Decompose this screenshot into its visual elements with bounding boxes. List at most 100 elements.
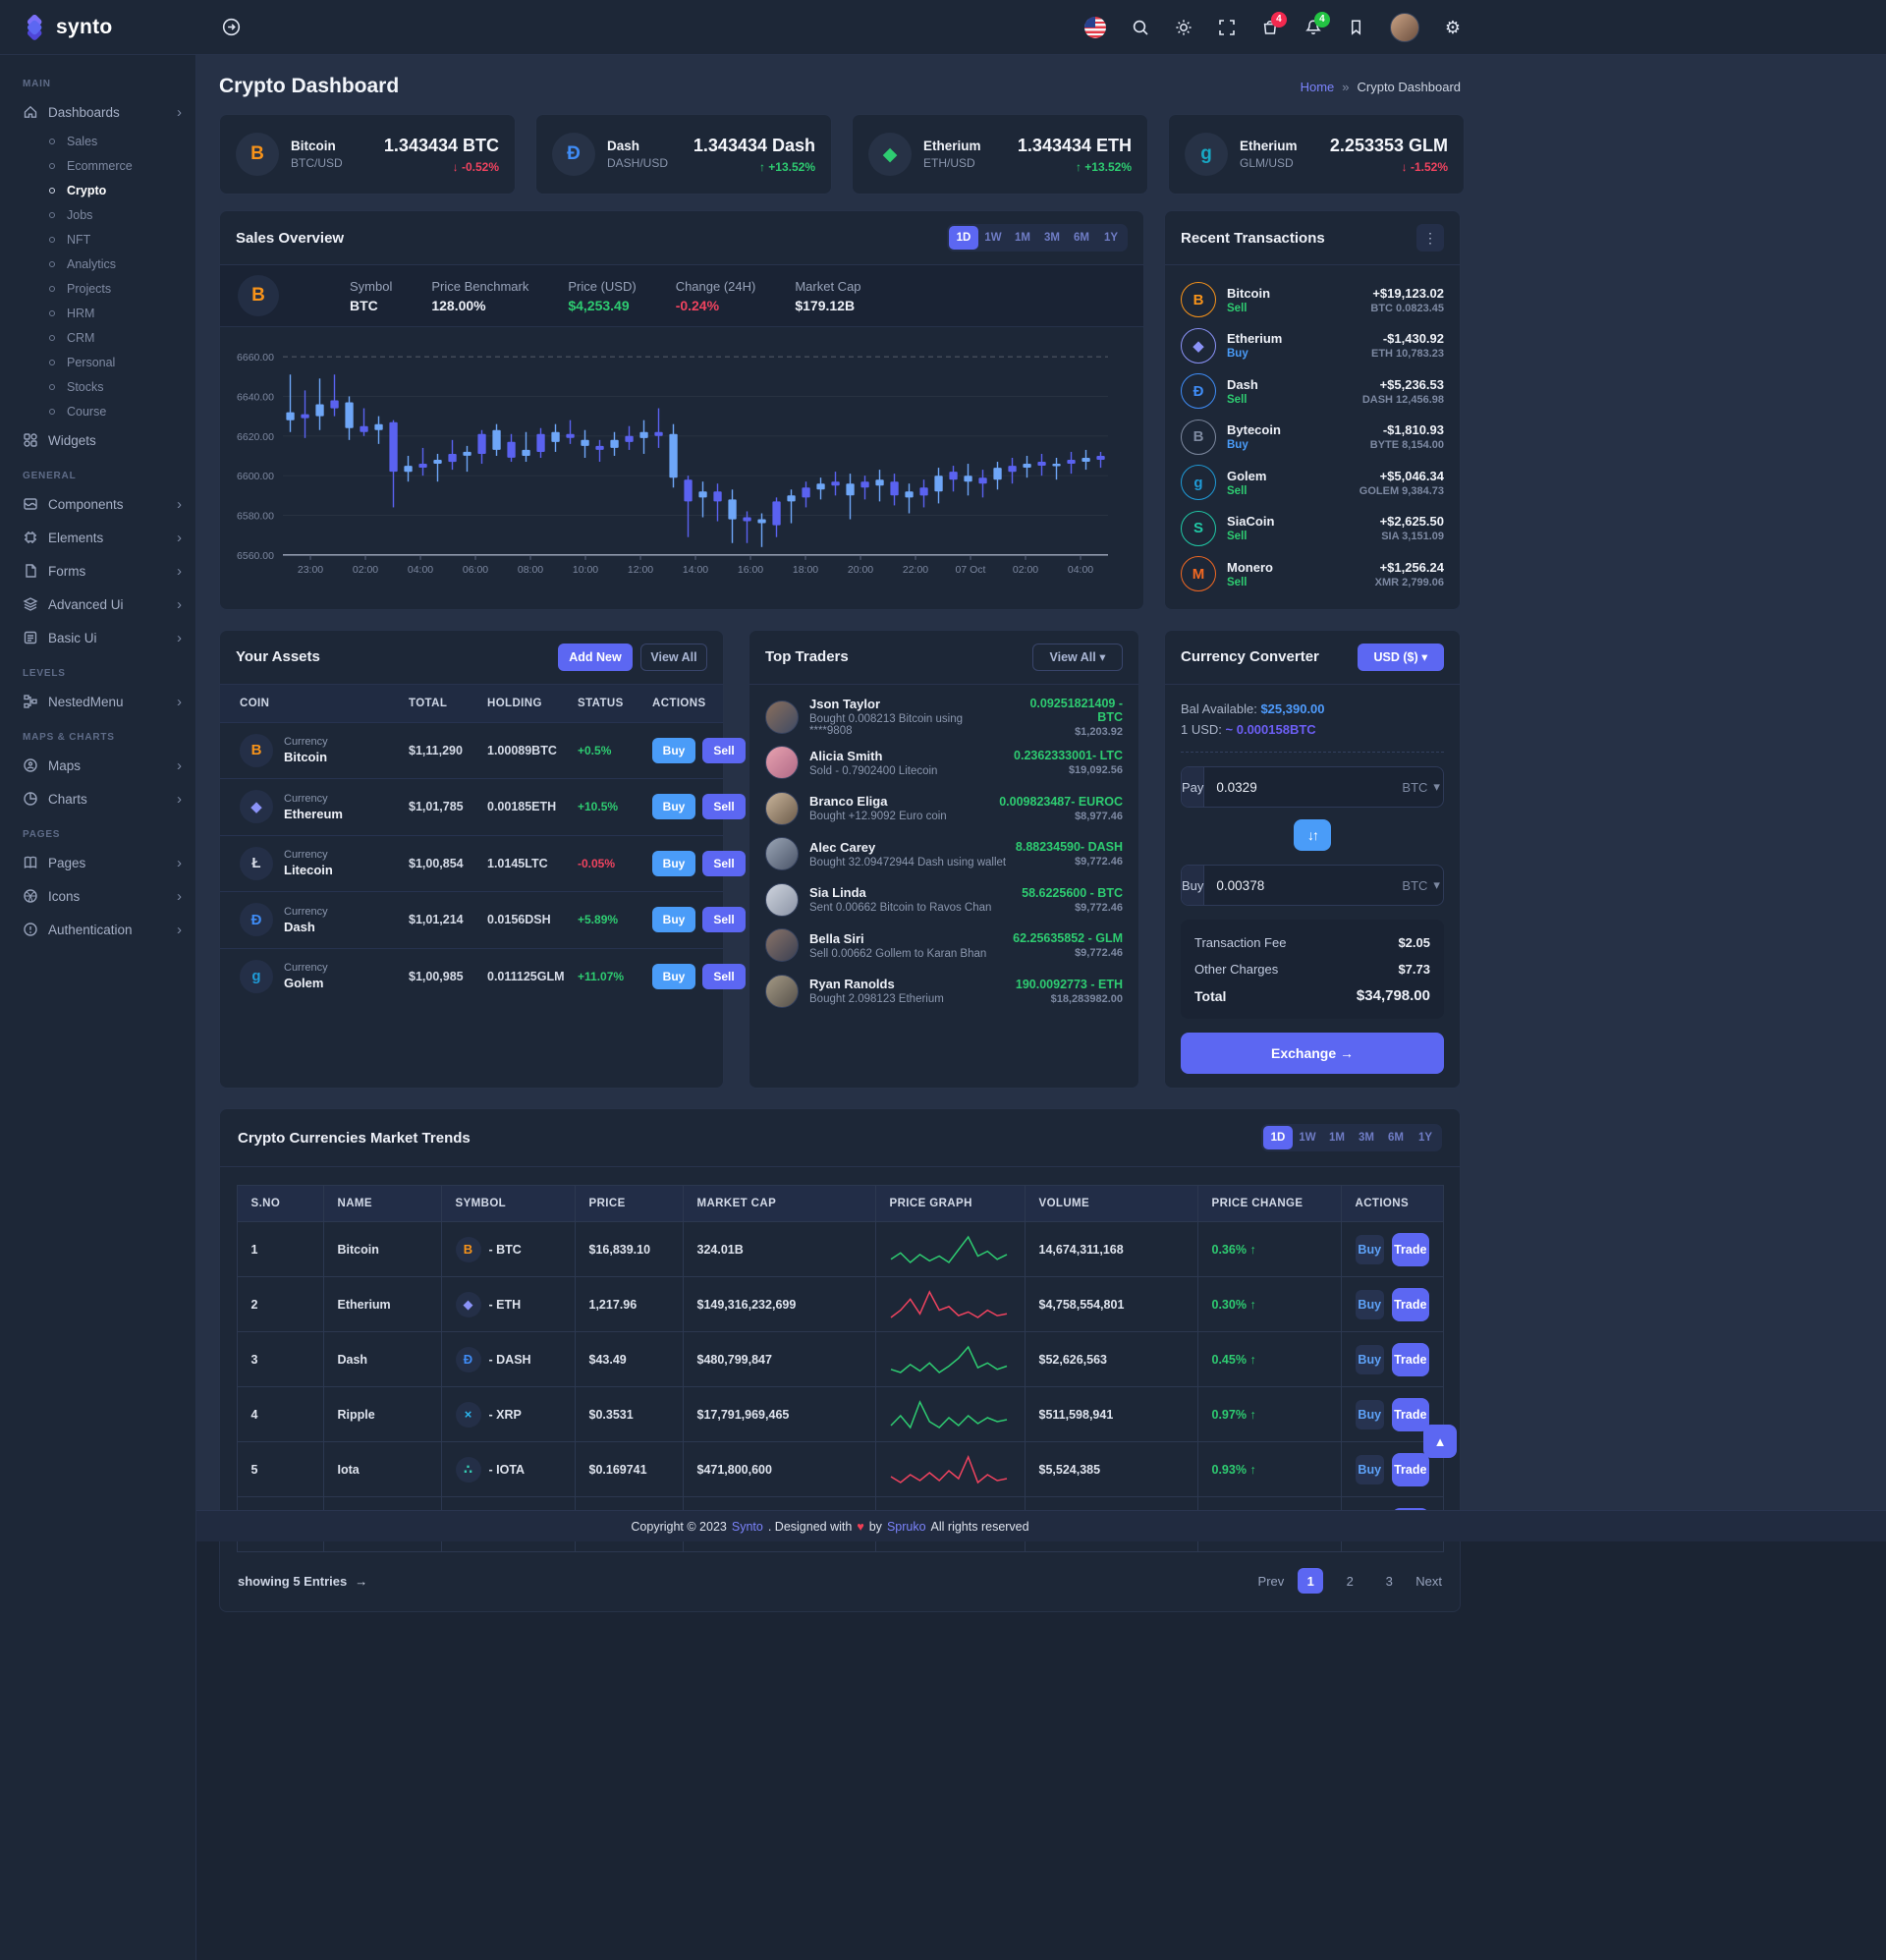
view-all-button[interactable]: View All xyxy=(640,643,707,671)
range-button-1w[interactable]: 1W xyxy=(984,232,1002,244)
scroll-to-top-button[interactable]: ▲ xyxy=(1423,1425,1457,1458)
range-button-1d[interactable]: 1D xyxy=(1263,1126,1293,1150)
trade-button[interactable]: Trade xyxy=(1391,1342,1429,1376)
sidebar-item-elements[interactable]: Elements › xyxy=(0,521,195,554)
sidebar-subitem-crm[interactable]: CRM xyxy=(0,325,195,350)
sidebar-item-widgets[interactable]: Widgets xyxy=(0,423,195,457)
pagination-page-2[interactable]: 2 xyxy=(1346,1573,1354,1589)
sidebar-subitem-stocks[interactable]: Stocks xyxy=(0,374,195,399)
cart-icon[interactable]: 4 xyxy=(1261,11,1287,36)
trader-row-branco-eliga[interactable]: Branco Eliga Bought +12.9092 Euro coin 0… xyxy=(765,786,1123,832)
pagination-prev[interactable]: Prev xyxy=(1257,1573,1285,1589)
kebab-menu-icon[interactable]: ⋮ xyxy=(1416,224,1444,252)
buy-currency-select[interactable]: BTC ▾ xyxy=(1402,877,1440,893)
sidebar-subitem-projects[interactable]: Projects xyxy=(0,276,195,301)
sidebar-item-forms[interactable]: Forms › xyxy=(0,554,195,588)
pagination-next[interactable]: Next xyxy=(1415,1573,1442,1589)
theme-toggle-icon[interactable] xyxy=(1175,19,1193,36)
sidebar-item-charts[interactable]: Charts › xyxy=(0,782,195,815)
user-avatar[interactable] xyxy=(1389,12,1419,42)
sidebar-subitem-personal[interactable]: Personal xyxy=(0,350,195,374)
trader-row-alicia-smith[interactable]: Alicia Smith Sold - 0.7902400 Litecoin 0… xyxy=(765,740,1123,786)
add-new-button[interactable]: Add New xyxy=(558,643,633,671)
range-button-1d[interactable]: 1D xyxy=(949,226,978,250)
transaction-row-bitcoin[interactable]: B Bitcoin Sell +$19,123.02 BTC 0.0823.45 xyxy=(1181,277,1444,323)
breadcrumb-home-link[interactable]: Home xyxy=(1300,79,1335,94)
range-button-6m[interactable]: 6M xyxy=(1388,1132,1404,1145)
range-button-6m[interactable]: 6M xyxy=(1074,232,1089,244)
sidebar-item-pages[interactable]: Pages › xyxy=(0,846,195,879)
trader-row-alec-carey[interactable]: Alec Carey Bought 32.09472944 Dash using… xyxy=(765,831,1123,877)
footer-brand-link[interactable]: Synto xyxy=(731,1519,763,1534)
sidebar-subitem-course[interactable]: Course xyxy=(0,399,195,423)
buy-button[interactable]: Buy xyxy=(652,737,695,763)
range-button-1y[interactable]: 1Y xyxy=(1103,232,1119,244)
buy-button[interactable]: Buy xyxy=(652,963,695,989)
sell-button[interactable]: Sell xyxy=(702,737,746,763)
buy-button[interactable]: Buy xyxy=(652,907,695,933)
sidebar-subitem-nft[interactable]: NFT xyxy=(0,227,195,252)
traders-view-all-dropdown[interactable]: View All ▾ xyxy=(1032,643,1123,671)
buy-button[interactable]: Buy xyxy=(652,794,695,820)
pay-currency-select[interactable]: BTC ▾ xyxy=(1402,779,1440,795)
exchange-button[interactable]: Exchange → xyxy=(1181,1033,1444,1075)
range-button-3m[interactable]: 3M xyxy=(1044,232,1060,244)
currency-select-button[interactable]: USD ($) ▾ xyxy=(1358,643,1444,671)
trader-row-sia-linda[interactable]: Sia Linda Sent 0.00662 Bitcoin to Ravos … xyxy=(765,877,1123,924)
sidebar-item-authentication[interactable]: Authentication › xyxy=(0,913,195,946)
trader-row-ryan-ranolds[interactable]: Ryan Ranolds Bought 2.098123 Etherium 19… xyxy=(765,969,1123,1015)
sell-button[interactable]: Sell xyxy=(702,794,746,820)
sell-button[interactable]: Sell xyxy=(702,850,746,876)
sidebar-item-dashboards[interactable]: Dashboards › xyxy=(0,95,195,129)
sidebar-item-icons[interactable]: Icons › xyxy=(0,879,195,913)
sidebar-subitem-analytics[interactable]: Analytics xyxy=(0,252,195,276)
trader-row-json-taylor[interactable]: Json Taylor Bought 0.008213 Bitcoin usin… xyxy=(765,695,1123,741)
sidebar-subitem-ecommerce[interactable]: Ecommerce xyxy=(0,153,195,178)
buy-button[interactable]: Buy xyxy=(1355,1289,1384,1319)
transaction-row-siacoin[interactable]: S SiaCoin Sell +$2,625.50 SIA 3,151.09 xyxy=(1181,506,1444,552)
brand-logo[interactable]: synto xyxy=(0,0,196,55)
pay-input[interactable] xyxy=(1204,779,1403,795)
search-icon[interactable] xyxy=(1132,19,1149,36)
range-button-1m[interactable]: 1M xyxy=(1329,1132,1345,1145)
pagination-page-3[interactable]: 3 xyxy=(1385,1573,1393,1589)
transaction-row-dash[interactable]: Ð Dash Sell +$5,236.53 DASH 12,456.98 xyxy=(1181,368,1444,415)
sidebar-toggle-icon[interactable] xyxy=(222,18,241,36)
settings-gear-icon[interactable]: ⚙ xyxy=(1444,17,1461,37)
bookmark-icon[interactable] xyxy=(1348,19,1364,35)
buy-button[interactable]: Buy xyxy=(1355,1454,1384,1484)
range-button-1y[interactable]: 1Y xyxy=(1417,1132,1433,1145)
sidebar-item-components[interactable]: Components › xyxy=(0,487,195,521)
footer-designer-link[interactable]: Spruko xyxy=(886,1519,926,1534)
trade-button[interactable]: Trade xyxy=(1391,1287,1429,1321)
language-flag[interactable] xyxy=(1083,16,1106,38)
transaction-row-golem[interactable]: g Golem Sell +$5,046.34 GOLEM 9,384.73 xyxy=(1181,460,1444,506)
sidebar-subitem-jobs[interactable]: Jobs xyxy=(0,202,195,227)
sidebar-subitem-sales[interactable]: Sales xyxy=(0,129,195,153)
fullscreen-icon[interactable] xyxy=(1218,19,1236,36)
swap-currencies-button[interactable]: ↓↑ xyxy=(1294,819,1331,852)
buy-button[interactable]: Buy xyxy=(1355,1344,1384,1374)
sidebar-item-basic-ui[interactable]: Basic Ui › xyxy=(0,621,195,654)
pagination-page-1[interactable]: 1 xyxy=(1298,1568,1324,1595)
trader-row-bella-siri[interactable]: Bella Siri Sell 0.00662 Gollem to Karan … xyxy=(765,923,1123,969)
range-button-3m[interactable]: 3M xyxy=(1359,1132,1374,1145)
sidebar-item-maps[interactable]: Maps › xyxy=(0,749,195,782)
sidebar-item-advanced-ui[interactable]: Advanced Ui › xyxy=(0,588,195,621)
trade-button[interactable]: Trade xyxy=(1391,1232,1429,1266)
transaction-row-monero[interactable]: M Monero Sell +$1,256.24 XMR 2,799.06 xyxy=(1181,551,1444,597)
buy-button[interactable]: Buy xyxy=(1355,1399,1384,1429)
buy-input[interactable] xyxy=(1204,877,1403,893)
range-button-1w[interactable]: 1W xyxy=(1299,1132,1316,1145)
trade-button[interactable]: Trade xyxy=(1391,1452,1429,1486)
sell-button[interactable]: Sell xyxy=(702,907,746,933)
notifications-bell-icon[interactable]: 4 xyxy=(1304,11,1330,36)
buy-button[interactable]: Buy xyxy=(652,850,695,876)
sell-button[interactable]: Sell xyxy=(702,963,746,989)
sidebar-subitem-hrm[interactable]: HRM xyxy=(0,301,195,325)
sidebar-item-nestedmenu[interactable]: NestedMenu › xyxy=(0,685,195,718)
transaction-row-bytecoin[interactable]: B Bytecoin Buy -$1,810.93 BYTE 8,154.00 xyxy=(1181,415,1444,461)
sidebar-subitem-crypto[interactable]: Crypto xyxy=(0,178,195,202)
buy-button[interactable]: Buy xyxy=(1355,1234,1384,1264)
trade-button[interactable]: Trade xyxy=(1391,1397,1429,1431)
